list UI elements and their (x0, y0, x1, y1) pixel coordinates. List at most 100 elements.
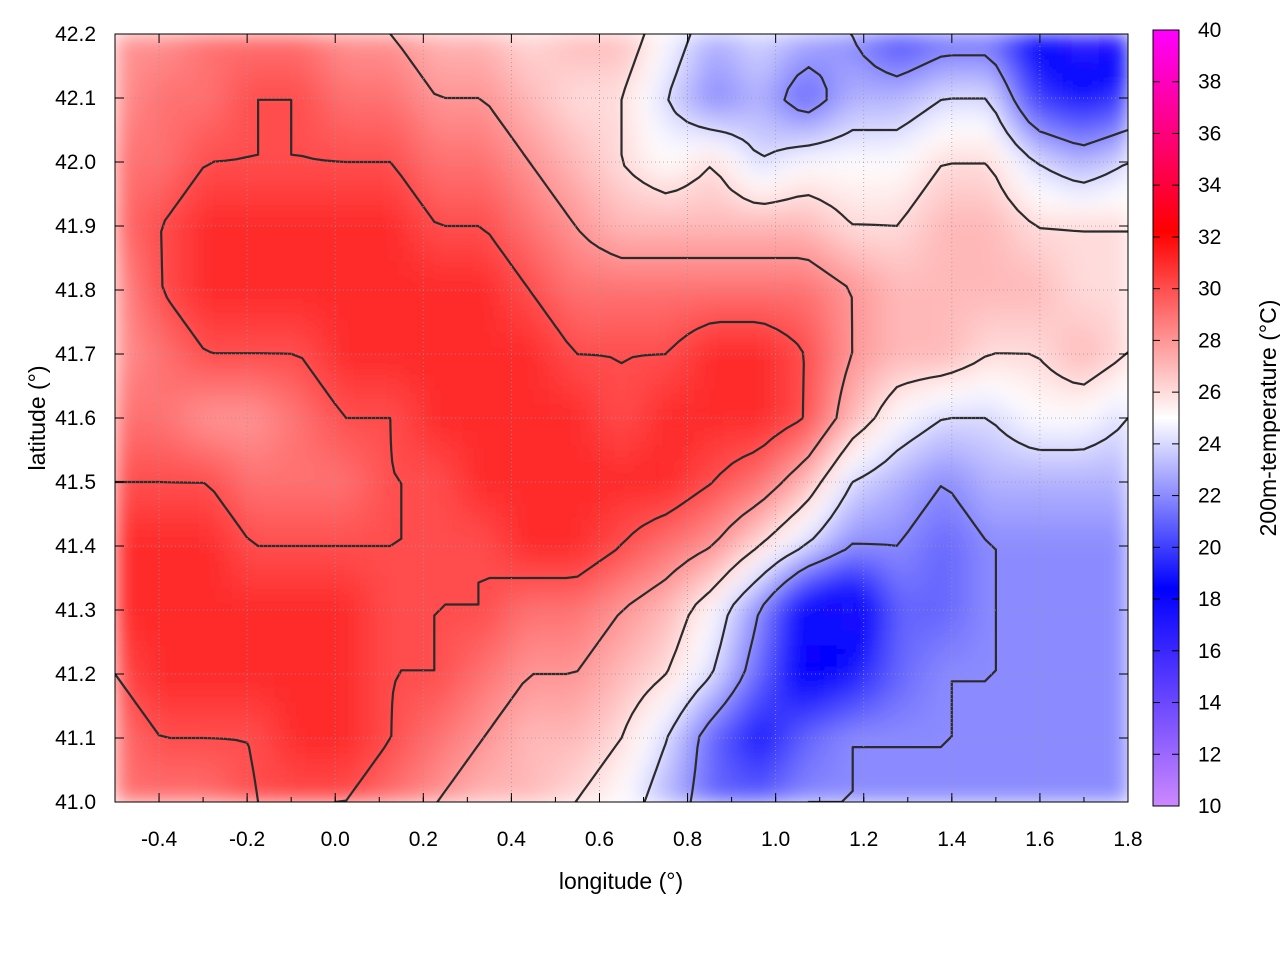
heatmap-cell (346, 361, 362, 377)
heatmap-cell (795, 418, 811, 434)
heatmap-cell (1113, 318, 1128, 334)
heatmap-cell (867, 546, 883, 562)
heatmap-cell (1113, 645, 1128, 661)
heatmap-cell (433, 503, 449, 519)
heatmap-cell (418, 560, 435, 576)
heatmap-cell (824, 147, 840, 163)
heatmap-cell (607, 531, 623, 547)
heatmap-cell (361, 787, 377, 802)
heatmap-cell (346, 617, 362, 633)
heatmap-cell (1041, 702, 1057, 718)
heatmap-cell (766, 218, 782, 235)
heatmap-cell (693, 62, 710, 78)
heatmap-cell (954, 133, 970, 149)
heatmap-cell (635, 659, 652, 675)
heatmap-cell (1070, 631, 1086, 647)
heatmap-cell (1113, 76, 1128, 92)
heatmap-cell (737, 489, 753, 505)
heatmap-cell (491, 147, 507, 163)
heatmap-cell (158, 730, 174, 747)
heatmap-cell (115, 759, 131, 775)
heatmap-cell (1084, 204, 1100, 220)
heatmap-cell (476, 460, 493, 476)
heatmap-cell (418, 674, 435, 690)
heatmap-cell (332, 730, 348, 747)
heatmap-cell (505, 90, 522, 107)
heatmap-cell (361, 332, 377, 348)
heatmap-cell (954, 503, 970, 519)
heatmap-cell (1041, 546, 1057, 562)
heatmap-cell (303, 290, 319, 306)
heatmap-cell (143, 261, 160, 277)
heatmap-cell (216, 432, 232, 448)
heatmap-cell (621, 531, 637, 547)
heatmap-cell (201, 745, 218, 761)
heatmap-cell (910, 759, 927, 775)
heatmap-cell (172, 446, 189, 462)
heatmap-cell (824, 62, 840, 78)
heatmap-cell (1070, 659, 1086, 675)
heatmap-cell (896, 446, 912, 462)
heatmap-cell (375, 346, 391, 363)
heatmap-cell (115, 190, 131, 206)
heatmap-cell (563, 617, 579, 633)
heatmap-cell (491, 218, 507, 235)
heatmap-cell (216, 446, 232, 462)
heatmap-cell (389, 48, 406, 64)
heatmap-cell (549, 361, 565, 377)
heatmap-cell (389, 645, 406, 661)
heatmap-cell (679, 631, 695, 647)
heatmap-cell (563, 418, 579, 434)
heatmap-cell (983, 275, 999, 291)
heatmap-cell (650, 332, 666, 348)
heatmap-cell (910, 105, 927, 121)
heatmap-cell (1026, 332, 1043, 348)
heatmap-cell (259, 176, 276, 192)
heatmap-cell (505, 346, 522, 363)
heatmap-cell (115, 62, 131, 78)
heatmap-cell (418, 745, 435, 761)
heatmap-cell (867, 631, 883, 647)
heatmap-cell (317, 588, 333, 604)
heatmap-cell (375, 503, 391, 519)
heatmap-cell (592, 34, 608, 50)
heatmap-cell (997, 588, 1014, 604)
heatmap-cell (751, 318, 768, 334)
heatmap-cell (549, 346, 565, 363)
heatmap-cell (549, 716, 565, 732)
heatmap-cell (418, 133, 435, 149)
heatmap-cell (968, 730, 985, 747)
heatmap-cell (751, 659, 768, 675)
heatmap-cell (1026, 290, 1043, 306)
heatmap-cell (751, 34, 768, 50)
heatmap-cell (607, 204, 623, 220)
heatmap-cell (230, 531, 247, 547)
heatmap-cell (505, 574, 522, 590)
heatmap-cell (259, 446, 276, 462)
heatmap-cell (404, 34, 420, 50)
heatmap-cell (172, 773, 189, 789)
heatmap-cell (968, 176, 985, 192)
heatmap-cell (896, 62, 912, 78)
heatmap-cell (1055, 403, 1072, 419)
heatmap-cell (910, 147, 927, 163)
heatmap-cell (968, 304, 985, 320)
heatmap-cell (708, 745, 724, 761)
heatmap-cell (925, 517, 941, 533)
heatmap-cell (1099, 304, 1115, 320)
heatmap-cell (954, 76, 970, 92)
heatmap-cell (462, 403, 478, 419)
heatmap-cell (664, 147, 681, 163)
heatmap-cell (317, 190, 333, 206)
heatmap-cell (187, 304, 203, 320)
heatmap-cell (968, 588, 985, 604)
heatmap-cell (115, 773, 131, 789)
heatmap-cell (187, 503, 203, 519)
heatmap-cell (534, 318, 551, 334)
heatmap-cell (375, 716, 391, 732)
heatmap-cell (824, 688, 840, 704)
heatmap-cell (708, 218, 724, 235)
heatmap-cell (824, 474, 840, 491)
heatmap-cell (172, 787, 189, 802)
heatmap-cell (650, 162, 666, 178)
